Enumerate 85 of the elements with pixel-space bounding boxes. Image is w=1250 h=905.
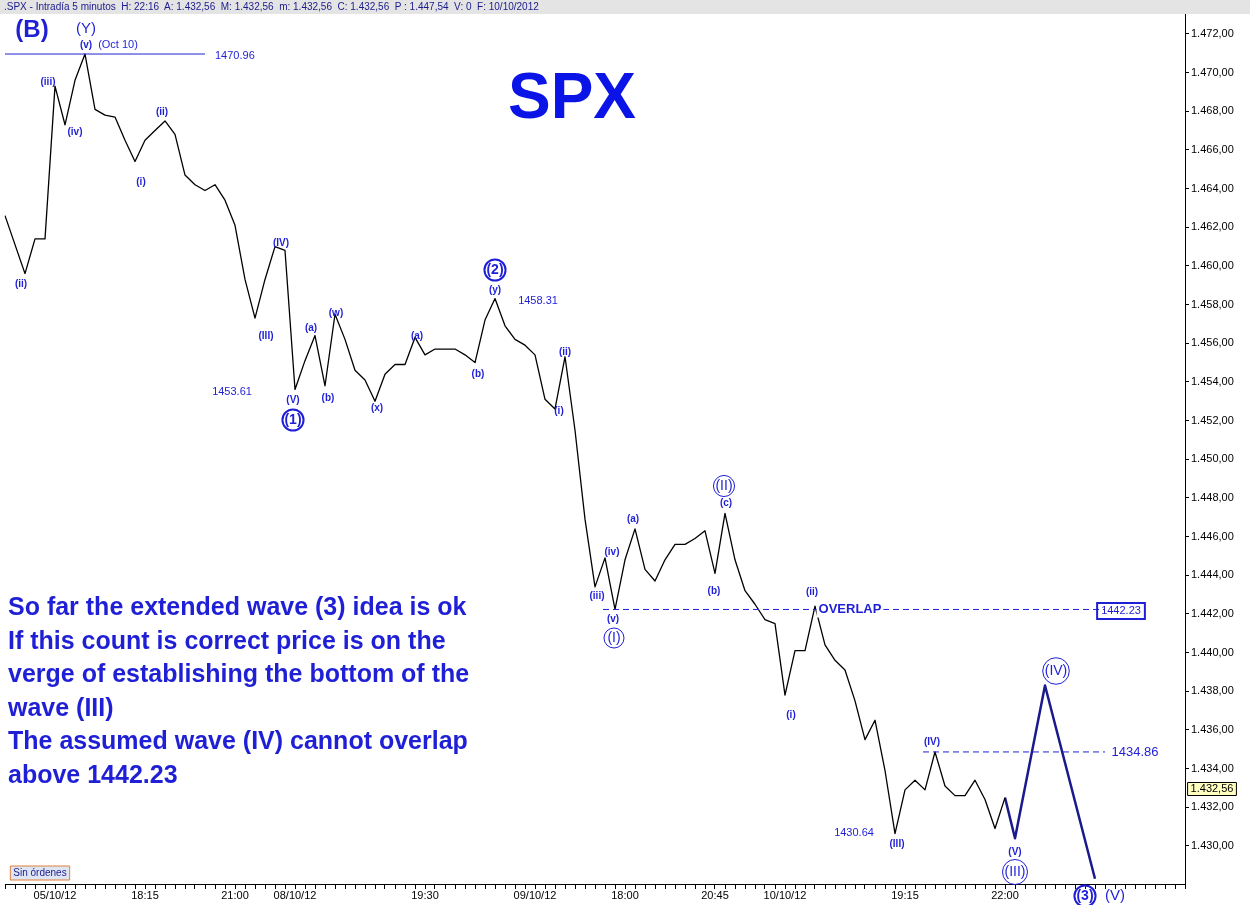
annotation: (V)	[286, 393, 300, 405]
y-tick-label: 1.432,00	[1191, 800, 1234, 813]
text: SPX	[507, 59, 637, 132]
x-tick-label: 18:00	[611, 888, 639, 901]
annotation: (IV)	[923, 735, 941, 747]
ref-line-label: 1434.86	[1111, 743, 1159, 759]
annotation: 1458.31	[518, 294, 558, 307]
annotation: (III)	[889, 837, 905, 849]
y-tick-label: 1.438,00	[1191, 684, 1234, 697]
y-tick-label: 1.436,00	[1191, 722, 1234, 735]
annotation: (i)	[786, 708, 796, 720]
x-tick-label: 05/10/12	[33, 888, 77, 901]
annotation: (w)	[328, 306, 344, 318]
annotation: (III)	[1004, 862, 1026, 879]
x-tick-label: 08/10/12	[273, 888, 317, 901]
annotation: (B)	[15, 14, 49, 42]
x-tick-label: 19:30	[411, 888, 439, 901]
annotation: (b)	[321, 391, 335, 403]
annotation: (a)	[626, 512, 640, 524]
y-tick-label: 1.450,00	[1191, 452, 1234, 465]
annotation: (a)	[304, 321, 318, 333]
y-tick-label: 1.458,00	[1191, 297, 1234, 310]
y-tick-label: 1.446,00	[1191, 529, 1234, 542]
annotation: (ii)	[558, 345, 572, 357]
y-tick-label: 1.430,00	[1191, 838, 1234, 851]
x-tick-label: 21:00	[221, 888, 249, 901]
text: (V)	[1105, 886, 1125, 904]
annotation: (I)	[607, 628, 621, 645]
y-tick-label: 1.460,00	[1191, 258, 1234, 271]
annotation: (ii)	[155, 105, 169, 117]
ref-line-label: 1470.96	[215, 49, 255, 62]
annotation: (iii)	[40, 75, 56, 87]
annotation: Sin órdenes	[13, 866, 67, 878]
x-tick-label: 19:15	[891, 888, 919, 901]
y-tick-label: 1.470,00	[1191, 65, 1234, 78]
y-tick-label: 1.466,00	[1191, 142, 1234, 155]
annotation: (i)	[554, 404, 564, 416]
y-tick-label: 1.448,00	[1191, 490, 1234, 503]
x-tick-label: 20:45	[701, 888, 729, 901]
annotation: (IV)	[272, 236, 290, 248]
annotation: (Oct 10)	[98, 38, 138, 51]
ref-line-label: OVERLAP	[818, 601, 882, 617]
y-tick-label: 1.434,00	[1191, 761, 1234, 774]
annotation: (a)	[410, 329, 424, 341]
x-tick-label: 18:15	[131, 888, 159, 901]
annotation: (III)	[258, 329, 274, 341]
annotation: 1430.64	[834, 826, 874, 839]
annotation: (v)	[606, 612, 620, 624]
annotation: (b)	[471, 367, 485, 379]
text: (3)	[1076, 886, 1094, 903]
y-tick-label: 1.468,00	[1191, 104, 1234, 117]
chart-subtitle: .SPX - Intradía 5 minutos H: 22:16 A: 1.432,56 M: 1.432,56 m: 1.432,56 C: 1.432,56 P : 1.447,54 V: 0 F: 10/10/2012	[0, 0, 1250, 14]
y-tick-label: 1.452,00	[1191, 413, 1234, 426]
annotation: (IV)	[1044, 661, 1068, 678]
x-tick-label: 22:00	[991, 888, 1019, 901]
y-tick-label: 1.464,00	[1191, 181, 1234, 194]
annotation: (v)	[79, 38, 93, 50]
annotation: (x)	[370, 401, 384, 413]
y-tick-label: 1.472,00	[1191, 26, 1234, 39]
annotation: (b)	[707, 584, 721, 596]
annotation: (iv)	[67, 125, 83, 137]
annotation: (iii)	[589, 589, 605, 601]
annotation: 1453.61	[212, 385, 252, 398]
annotation: So far the extended wave (3) idea is ok If this count is correct price is on the verge of establishing the bottom of the wave (III) The assumed wave (IV) cannot overlap above 1442.23	[7, 592, 470, 788]
y-tick-label: 1.444,00	[1191, 568, 1234, 581]
x-tick-label: 10/10/12	[763, 888, 807, 901]
y-tick-label: 1.462,00	[1191, 220, 1234, 233]
annotation: 1442.23	[1101, 604, 1141, 617]
annotation: (c)	[719, 496, 733, 508]
annotation: (V)	[1008, 845, 1022, 857]
annotation: (i)	[136, 175, 146, 187]
annotation: (ii)	[14, 277, 28, 289]
annotation: (1)	[284, 410, 302, 427]
y-tick-label: 1.442,00	[1191, 606, 1234, 619]
y-tick-label: 1.454,00	[1191, 374, 1234, 387]
annotation: (ii)	[805, 585, 819, 597]
annotation: (Y)	[76, 19, 96, 37]
annotation: (2)	[486, 260, 504, 277]
y-tick-label: 1.440,00	[1191, 645, 1234, 658]
annotation: (II)	[715, 476, 733, 493]
text: 1.432,56	[1190, 782, 1234, 795]
annotation: (y)	[488, 283, 502, 295]
x-tick-label: 09/10/12	[513, 888, 557, 901]
y-tick-label: 1.456,00	[1191, 336, 1234, 349]
annotation: (iv)	[604, 545, 620, 557]
